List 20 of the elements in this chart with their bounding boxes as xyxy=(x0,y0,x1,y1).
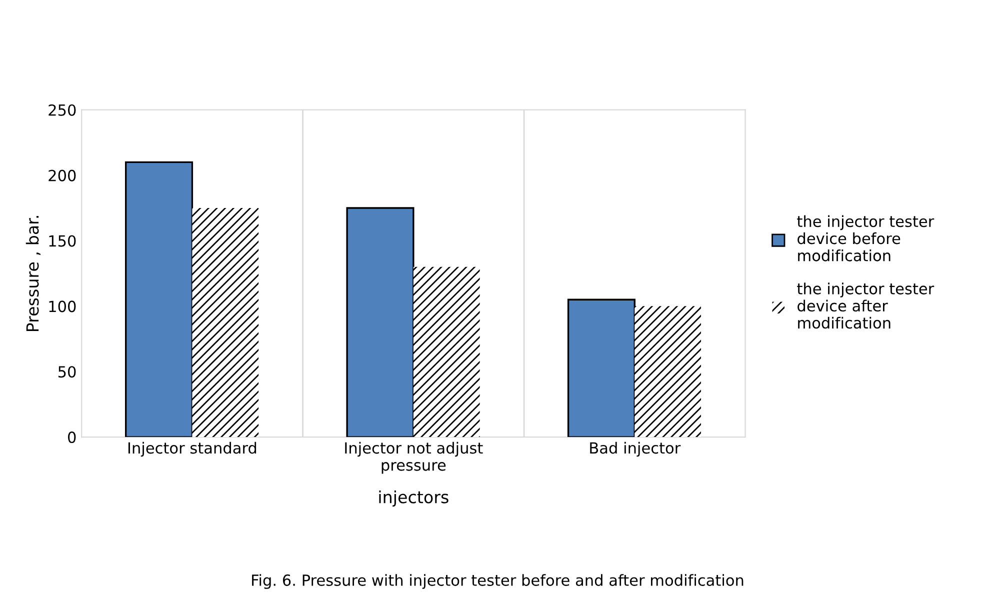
y-tick-label: 100 xyxy=(49,300,76,312)
x-tick-label: Injector standard xyxy=(128,442,256,457)
y-axis-title: Pressure , bar. xyxy=(26,216,40,332)
bar xyxy=(634,306,702,438)
legend-label: the injector tester device before modification xyxy=(797,215,934,262)
bar xyxy=(192,208,259,438)
bar xyxy=(346,207,414,438)
x-tick-label: Bad injector xyxy=(590,442,681,457)
y-tick-label: 0 xyxy=(68,432,76,444)
y-tick-label: 250 xyxy=(48,104,76,116)
bar xyxy=(125,161,194,438)
bar xyxy=(413,266,480,438)
y-tick-label: 150 xyxy=(49,235,76,247)
x-axis-title: injectors xyxy=(379,490,448,507)
y-tick-label: 50 xyxy=(58,366,76,378)
y-tick-label: 200 xyxy=(48,170,76,182)
bar xyxy=(567,298,636,438)
legend-label: the injector tester device after modification xyxy=(797,282,934,329)
caption: Fig. 6. Pressure with injector tester before and after modification xyxy=(252,574,744,589)
x-tick-label: Injector not adjust pressure xyxy=(345,442,483,474)
